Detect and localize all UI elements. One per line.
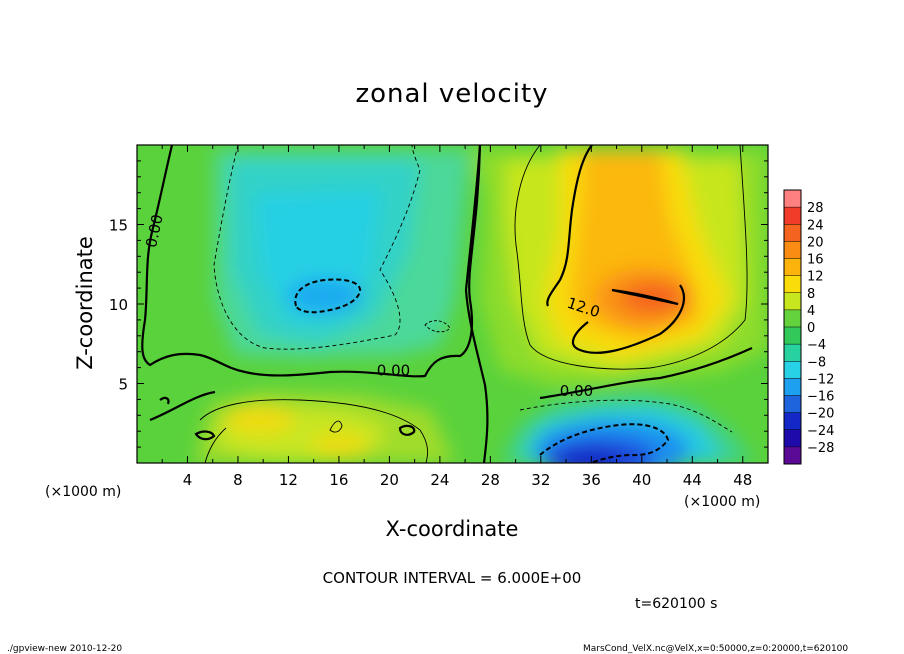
chart-title: zonal velocity	[355, 79, 548, 109]
colorbar-level-label: 12	[807, 270, 824, 285]
x-tick-label: 20	[380, 471, 399, 489]
colorbar-level-label: −4	[807, 338, 826, 353]
colorbar-swatch	[784, 378, 801, 396]
colorbar-swatch	[784, 412, 801, 431]
colorbar-level-label: −20	[807, 407, 834, 422]
time-label: t=620100 s	[635, 596, 717, 612]
x-unit-label-right: (×1000 m)	[684, 494, 760, 510]
colorbar-level-label: 4	[807, 304, 815, 319]
colorbar-swatch	[784, 258, 801, 276]
colorbar-level-label: 16	[807, 253, 824, 268]
contour-label: 0.00	[377, 362, 410, 380]
x-tick-label: 36	[582, 471, 601, 489]
colorbar-swatch	[784, 446, 801, 465]
x-tick-label: 4	[183, 471, 193, 489]
colorbar-level-label: 24	[807, 218, 824, 233]
y-tick-label: 10	[109, 296, 128, 314]
colorbar-swatch	[784, 241, 801, 259]
x-tick-label: 28	[481, 471, 500, 489]
colorbar-level-label: −8	[807, 355, 826, 370]
x-tick-label: 24	[430, 471, 449, 489]
x-axis-title: X-coordinate	[386, 517, 519, 541]
colorbar-swatch	[784, 292, 801, 311]
y-tick-label: 15	[109, 217, 128, 235]
colorbar-level-label: 8	[807, 287, 815, 302]
contour-label: 0.00	[560, 382, 593, 400]
colorbar-swatch	[784, 207, 801, 225]
colorbar-swatch	[784, 327, 801, 345]
y-axis-title: Z-coordinate	[73, 236, 97, 370]
colorbar-swatch	[784, 224, 801, 242]
colorbar-level-label: 0	[807, 321, 815, 336]
contour-interval-note: CONTOUR INTERVAL = 6.000E+00	[323, 569, 582, 587]
x-unit-label-left: (×1000 m)	[45, 484, 121, 500]
colorbar-level-label: −24	[807, 424, 834, 439]
colorbar-level-label: −12	[807, 372, 834, 387]
colorbar-level-label: 28	[807, 201, 824, 216]
colorbar-swatch	[784, 190, 801, 208]
footer-left: ./gpview-new 2010-12-20	[7, 644, 122, 654]
y-tick-label: 5	[118, 376, 128, 394]
x-tick-label: 8	[233, 471, 243, 489]
x-tick-label: 48	[733, 471, 752, 489]
colorbar-level-label: 20	[807, 235, 824, 250]
x-tick-label: 12	[279, 471, 298, 489]
footer-right: MarsCond_VelX.nc@VelX,x=0:50000,z=0:2000…	[583, 644, 848, 654]
colorbar-swatch	[784, 395, 801, 413]
x-tick-label: 40	[632, 471, 651, 489]
colorbar: 28 24 20 16 12 8 4 0 −4 −8 −12 −16 −20 −24 −28	[783, 189, 834, 465]
colorbar-swatch	[784, 309, 801, 328]
colorbar-swatch	[784, 275, 801, 294]
colorbar-swatch	[784, 344, 801, 362]
colorbar-level-label: −28	[807, 441, 834, 456]
colorbar-swatch	[784, 429, 801, 448]
x-tick-label: 32	[531, 471, 550, 489]
x-tick-label: 44	[683, 471, 702, 489]
x-tick-label: 16	[329, 471, 348, 489]
colorbar-swatch	[784, 361, 801, 379]
colorbar-level-label: −16	[807, 390, 834, 405]
